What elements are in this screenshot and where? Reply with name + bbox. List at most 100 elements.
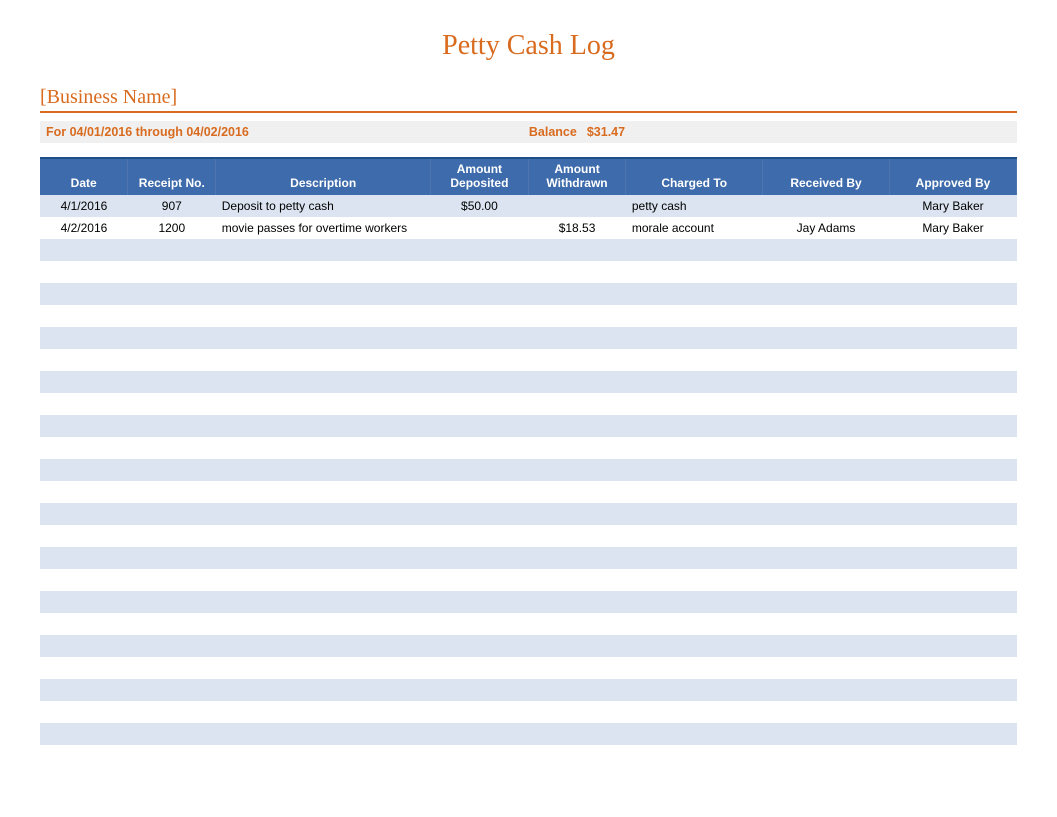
cell-charged: [626, 261, 763, 283]
cell-withdrawn: [528, 701, 626, 723]
cell-description: [216, 459, 431, 481]
cell-receipt: 1200: [128, 217, 216, 239]
cell-date: [40, 745, 128, 767]
cell-received: [763, 327, 890, 349]
col-header-charged: Charged To: [626, 158, 763, 195]
cell-description: [216, 349, 431, 371]
table-row: [40, 239, 1017, 261]
cell-charged: [626, 723, 763, 745]
table-row: 4/1/2016907Deposit to petty cash$50.00pe…: [40, 195, 1017, 217]
col-header-deposited: Amount Deposited: [431, 158, 529, 195]
cell-deposited: [431, 305, 529, 327]
cell-deposited: [431, 349, 529, 371]
page-title: Petty Cash Log: [40, 30, 1017, 62]
cell-receipt: [128, 723, 216, 745]
col-header-received: Received By: [763, 158, 890, 195]
table-row: [40, 459, 1017, 481]
cell-deposited: $50.00: [431, 195, 529, 217]
cell-received: [763, 547, 890, 569]
cell-charged: [626, 591, 763, 613]
cell-withdrawn: [528, 613, 626, 635]
cell-withdrawn: [528, 679, 626, 701]
cell-receipt: [128, 569, 216, 591]
cell-date: [40, 569, 128, 591]
cell-approved: [890, 261, 1017, 283]
cell-received: [763, 635, 890, 657]
cell-deposited: [431, 261, 529, 283]
cell-received: [763, 195, 890, 217]
cell-description: [216, 261, 431, 283]
cell-charged: [626, 569, 763, 591]
cell-description: [216, 393, 431, 415]
cell-deposited: [431, 459, 529, 481]
cell-received: Jay Adams: [763, 217, 890, 239]
cell-date: [40, 305, 128, 327]
cell-received: [763, 613, 890, 635]
table-row: [40, 657, 1017, 679]
cell-approved: [890, 415, 1017, 437]
cell-description: [216, 569, 431, 591]
cell-receipt: [128, 349, 216, 371]
cell-date: [40, 393, 128, 415]
cell-approved: [890, 723, 1017, 745]
cell-withdrawn: [528, 525, 626, 547]
table-row: [40, 591, 1017, 613]
table-row: 4/2/20161200movie passes for overtime wo…: [40, 217, 1017, 239]
cell-deposited: [431, 657, 529, 679]
cell-approved: [890, 657, 1017, 679]
cell-approved: [890, 701, 1017, 723]
cell-receipt: [128, 657, 216, 679]
cell-description: [216, 723, 431, 745]
cell-description: [216, 657, 431, 679]
cell-description: [216, 679, 431, 701]
cell-received: [763, 437, 890, 459]
cell-withdrawn: [528, 591, 626, 613]
cell-date: [40, 371, 128, 393]
cell-withdrawn: [528, 327, 626, 349]
cell-approved: [890, 635, 1017, 657]
cell-description: [216, 437, 431, 459]
petty-cash-table: Date Receipt No. Description Amount Depo…: [40, 157, 1017, 767]
table-row: [40, 503, 1017, 525]
cell-received: [763, 393, 890, 415]
cell-date: [40, 415, 128, 437]
cell-date: 4/1/2016: [40, 195, 128, 217]
cell-charged: [626, 613, 763, 635]
cell-receipt: [128, 481, 216, 503]
cell-deposited: [431, 437, 529, 459]
cell-approved: [890, 327, 1017, 349]
table-row: [40, 569, 1017, 591]
cell-receipt: [128, 635, 216, 657]
cell-receipt: [128, 371, 216, 393]
cell-deposited: [431, 635, 529, 657]
cell-received: [763, 525, 890, 547]
cell-withdrawn: [528, 349, 626, 371]
table-row: [40, 723, 1017, 745]
business-name: [Business Name]: [40, 86, 1017, 109]
cell-received: [763, 503, 890, 525]
balance-value: $31.47: [587, 125, 625, 139]
table-header-row: Date Receipt No. Description Amount Depo…: [40, 158, 1017, 195]
cell-deposited: [431, 569, 529, 591]
cell-receipt: [128, 261, 216, 283]
cell-receipt: [128, 393, 216, 415]
col-header-date: Date: [40, 158, 128, 195]
cell-description: [216, 701, 431, 723]
cell-receipt: [128, 613, 216, 635]
cell-deposited: [431, 327, 529, 349]
cell-description: [216, 547, 431, 569]
cell-receipt: [128, 679, 216, 701]
cell-withdrawn: [528, 415, 626, 437]
cell-date: [40, 547, 128, 569]
cell-date: [40, 657, 128, 679]
cell-approved: Mary Baker: [890, 195, 1017, 217]
cell-approved: [890, 591, 1017, 613]
cell-charged: [626, 657, 763, 679]
cell-withdrawn: [528, 261, 626, 283]
cell-description: [216, 591, 431, 613]
cell-receipt: [128, 283, 216, 305]
cell-deposited: [431, 745, 529, 767]
cell-deposited: [431, 481, 529, 503]
cell-description: [216, 745, 431, 767]
cell-charged: [626, 701, 763, 723]
